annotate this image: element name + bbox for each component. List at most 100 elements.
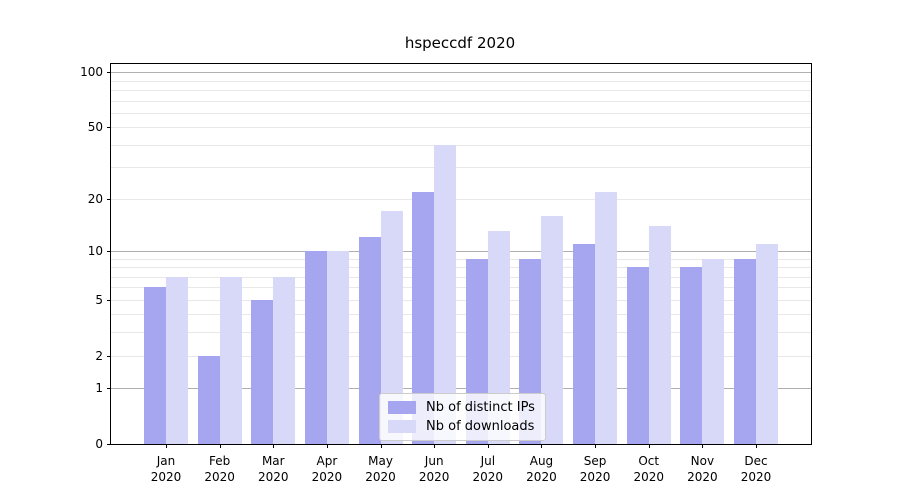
x-tick-mark [219,444,221,448]
x-tick-label: Dec 2020 [726,453,786,485]
minor-gridline [111,267,811,269]
minor-gridline [111,355,811,357]
minor-gridline [111,198,811,200]
x-tick-label: Jun 2020 [404,453,464,485]
x-tick-mark [756,444,757,448]
y-tick-label: 20 [87,191,103,206]
x-tick-mark [273,444,275,448]
x-tick-year: 2020 [687,470,718,484]
y-tick-label: 2 [95,348,103,363]
minor-gridline [111,276,811,278]
minor-gridline [111,144,811,146]
bar-oct-ips [626,267,649,444]
y-tick-label: 5 [95,292,103,307]
major-gridline [111,250,811,252]
bar-may-downloads [380,211,403,444]
bar-dec-ips [734,258,756,444]
legend: Nb of distinct IPs Nb of downloads [379,393,546,441]
x-tick-label: May 2020 [351,453,411,485]
legend-swatch [388,401,416,414]
legend-swatch [388,420,416,433]
bar-aug-downloads [541,215,564,444]
y-tick-mark [107,198,111,200]
bar-may-ips [358,237,381,444]
bar-jun-downloads [434,144,457,444]
y-tick-mark [107,72,111,74]
x-tick-year: 2020 [526,470,557,484]
y-tick-mark [107,299,111,301]
x-tick-year: 2020 [311,470,343,484]
minor-gridline [111,314,811,316]
x-tick-mark [702,444,704,448]
x-tick-year: 2020 [418,470,450,484]
axis-ticks-layer: 100 50 20 10 5 2 1 0 Jan 2020 Feb 2020 Mar 2020 Apr 202… [80,64,811,484]
minor-gridline [111,332,811,334]
x-tick-year: 2020 [257,470,289,484]
minor-gridline [111,80,811,82]
x-tick-year: 2020 [365,470,396,484]
y-tick-mark [107,127,111,129]
x-tick-mark [487,444,489,448]
legend-label: Nb of downloads [426,419,535,434]
legend-item: Nb of downloads [388,419,535,434]
major-gridline [111,72,811,74]
x-tick-label: Jan 2020 [136,453,196,485]
y-tick-label: 50 [87,120,103,135]
x-tick-year: 2020 [579,470,611,484]
bar-apr-ips [304,250,327,444]
bar-nov-ips [680,267,703,444]
y-tick-label: 10 [87,243,103,258]
x-tick-label: Sep 2020 [565,453,625,485]
x-tick-label: Aug 2020 [511,453,571,485]
bar-jan-downloads [166,276,188,444]
bar-sep-ips [573,243,596,444]
gridlines-layer [111,64,811,444]
y-tick-mark [107,355,111,357]
y-tick-label: 100 [80,65,103,80]
bar-jun-ips [412,191,435,444]
bar-dec-downloads [756,243,778,444]
minor-gridline [111,100,811,102]
minor-gridline [111,299,811,301]
x-tick-year: 2020 [740,470,772,484]
x-tick-label: Nov 2020 [672,453,732,485]
bar-mar-downloads [273,276,296,444]
minor-gridline [111,167,811,169]
x-tick-label: Jul 2020 [458,453,518,485]
bar-sep-downloads [595,191,618,444]
minor-gridline [111,287,811,289]
x-tick-year: 2020 [633,470,664,484]
x-tick-year: 2020 [204,470,235,484]
bar-jul-downloads [487,231,510,444]
bar-apr-downloads [326,250,349,444]
minor-gridline [111,127,811,129]
y-tick-label: 0 [95,437,103,451]
minor-gridline [111,90,811,92]
bar-jan-ips [144,287,166,444]
y-tick-mark [107,388,111,390]
x-tick-mark [380,444,382,448]
bars-layer [111,64,811,444]
x-tick-mark [595,444,597,448]
x-tick-year: 2020 [472,470,504,484]
major-gridline [111,388,811,390]
x-tick-mark [326,444,328,448]
x-tick-mark [541,444,543,448]
chart-title: hspeccdf 2020 [404,34,516,52]
x-tick-mark [648,444,650,448]
x-tick-label: Mar 2020 [243,453,303,485]
bar-oct-downloads [648,225,671,444]
y-tick-label: 1 [95,381,103,396]
x-tick-label: Apr 2020 [297,453,357,485]
y-tick-mark [107,250,111,252]
legend-label: Nb of distinct IPs [426,400,535,415]
bar-mar-ips [251,299,274,444]
x-tick-year: 2020 [150,470,182,484]
minor-gridline [111,112,811,114]
x-tick-label: Feb 2020 [190,453,250,485]
x-tick-label: Oct 2020 [619,453,679,485]
x-tick-mark [166,444,167,448]
bar-nov-downloads [702,258,725,444]
plot-area: 100 50 20 10 5 2 1 0 Jan 2020 Feb 2020 Mar 2020 Apr 202… [80,63,812,484]
